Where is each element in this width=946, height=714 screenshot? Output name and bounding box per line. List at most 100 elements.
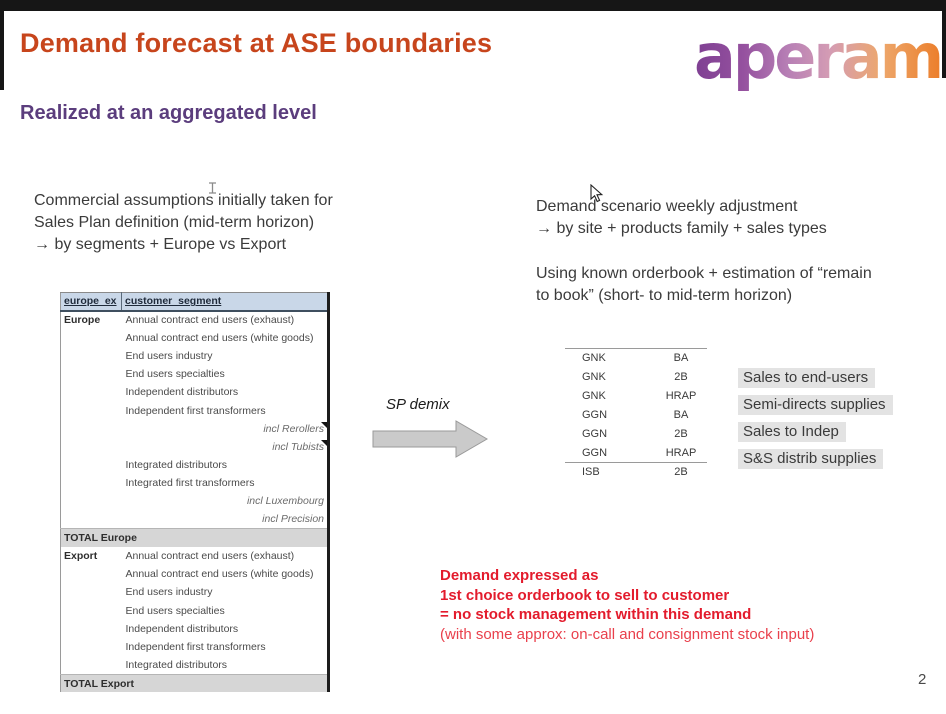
segment-cell: Annual contract end users (white goods) — [125, 568, 314, 581]
product-cell: 2B — [674, 371, 688, 383]
note-line: Sales Plan definition (mid-term horizon) — [34, 214, 315, 231]
site-cell: GNK — [582, 352, 606, 365]
segment-cell: Integrated first transformers — [125, 477, 255, 490]
column-header-customer-segment: customer_segment — [121, 292, 329, 312]
column-header-europe-ex: europe_ex — [60, 292, 122, 312]
row-marker-icon — [321, 439, 329, 448]
group-cell — [61, 511, 122, 529]
group-cell — [61, 383, 122, 401]
site-cell: GNK — [582, 390, 606, 402]
site-cell: GGN — [582, 428, 608, 440]
table-row: Independent distributors — [61, 620, 329, 638]
note-line: Commercial assumptions initially taken f… — [34, 192, 333, 209]
demand-note-line: 1st choice orderbook to sell to customer — [440, 586, 730, 604]
row-marker-icon — [321, 421, 329, 430]
group-cell — [61, 656, 122, 674]
page-number: 2 — [918, 671, 927, 688]
segment-cell: Independent first transformers — [125, 404, 266, 417]
site-table-row: ISB 2B — [565, 462, 707, 482]
right-arrow-shape — [372, 420, 488, 458]
site-table-row: GNK 2B — [565, 368, 707, 387]
table-row: Integrated first transformers — [61, 474, 329, 492]
site-table-row: GGN HRAP — [565, 444, 707, 463]
slide-subtitle: Realized at an aggregated level — [20, 102, 317, 124]
segment-table: europe_ex customer_segment Europe Annual … — [60, 292, 330, 693]
right-note-para1: Demand scenario weekly adjustment → by si… — [536, 196, 936, 240]
group-cell — [61, 329, 122, 347]
table-row: Independent first transformers — [61, 401, 329, 419]
segment-cell: End users industry — [125, 586, 213, 599]
site-cell: GNK — [582, 371, 606, 383]
sales-type-label: Sales to Indep — [738, 422, 846, 442]
table-row: Integrated distributors — [61, 656, 329, 674]
segment-cell: incl Luxembourg — [246, 495, 324, 508]
segment-cell: End users industry — [125, 349, 213, 362]
product-cell: BA — [673, 409, 689, 421]
table-total-row: TOTAL Export — [60, 673, 329, 693]
group-cell — [61, 602, 122, 620]
letterbox-top-bar — [0, 0, 946, 11]
site-cell: ISB — [565, 462, 655, 482]
group-cell — [61, 638, 122, 656]
letterbox-right-edge — [942, 0, 946, 78]
table-row: incl Rerollers — [61, 420, 329, 438]
segment-cell: Integrated distributors — [125, 459, 228, 472]
sales-types-list: Sales to end-users Semi-directs supplies S… — [738, 368, 893, 476]
table-row: Annual contract end users (white goods) — [61, 329, 329, 347]
group-cell — [61, 420, 122, 438]
segment-cell: incl Tubists — [122, 438, 329, 456]
site-cell: GGN — [582, 446, 608, 459]
table-row: Independent first transformers — [61, 638, 329, 656]
note-line: to book” (short- to mid-term horizon) — [536, 287, 793, 304]
table-row: Integrated distributors — [61, 456, 329, 474]
segment-cell: End users specialties — [125, 368, 225, 381]
sales-type-label: Sales to end-users — [738, 368, 876, 388]
note-line: → by segments + Europe vs Export — [34, 236, 287, 253]
mouse-pointer-icon — [590, 184, 604, 203]
right-note: Demand scenario weekly adjustment → by si… — [536, 196, 936, 307]
note-line: Using known orderbook + estimation of “r… — [536, 265, 872, 282]
segment-cell: Independent first transformers — [125, 640, 266, 653]
slide-title: Demand forecast at ASE boundaries — [20, 28, 493, 58]
group-cell — [61, 565, 122, 583]
text-cursor-icon — [209, 182, 216, 194]
table-row: End users specialties — [61, 365, 329, 383]
segment-cell: incl Rerollers — [122, 420, 329, 438]
segment-cell: Integrated distributors — [125, 658, 228, 671]
table-row: Export Annual contract end users (exhaust… — [61, 547, 329, 565]
group-cell — [61, 492, 122, 510]
table-row: End users specialties — [61, 602, 329, 620]
letterbox-left-edge — [0, 0, 4, 90]
group-cell — [61, 620, 122, 638]
total-cell: TOTAL Europe — [60, 528, 329, 547]
product-cell: HRAP — [665, 446, 697, 459]
segment-table-header: europe_ex customer_segment — [60, 292, 329, 312]
segment-cell: incl Precision — [262, 513, 324, 526]
segment-cell: Annual contract end users (white goods) — [125, 331, 314, 344]
group-cell: Export — [64, 550, 98, 563]
total-cell: TOTAL Export — [60, 673, 329, 693]
product-cell: HRAP — [665, 390, 697, 402]
group-cell — [61, 347, 122, 365]
site-product-table: GNK BA GNK 2B GNK HRAP GGN BA GGN 2B GGN HRAP ISB 2B — [565, 348, 707, 482]
left-note: Commercial assumptions initially taken f… — [34, 190, 333, 256]
table-row: Independent distributors — [61, 383, 329, 401]
segment-cell: Independent distributors — [125, 386, 239, 399]
sp-demix-label: SP demix — [386, 396, 450, 413]
site-table-row: GNK BA — [565, 349, 707, 368]
product-cell: 2B — [674, 428, 688, 440]
demand-note: Demand expressed as 1st choice orderbook … — [440, 566, 814, 644]
table-row: End users industry — [61, 583, 329, 601]
group-cell — [61, 474, 122, 492]
table-row: End users industry — [61, 347, 329, 365]
segment-cell: Independent distributors — [125, 622, 239, 635]
group-cell — [61, 365, 122, 383]
site-table-row: GNK HRAP — [565, 387, 707, 406]
group-cell — [61, 583, 122, 601]
segment-cell: End users specialties — [125, 604, 225, 617]
table-total-row: TOTAL Europe — [60, 528, 329, 547]
product-cell: 2B — [655, 462, 707, 482]
demand-note-line: Demand expressed as — [440, 567, 599, 584]
group-cell: Europe — [64, 314, 101, 327]
